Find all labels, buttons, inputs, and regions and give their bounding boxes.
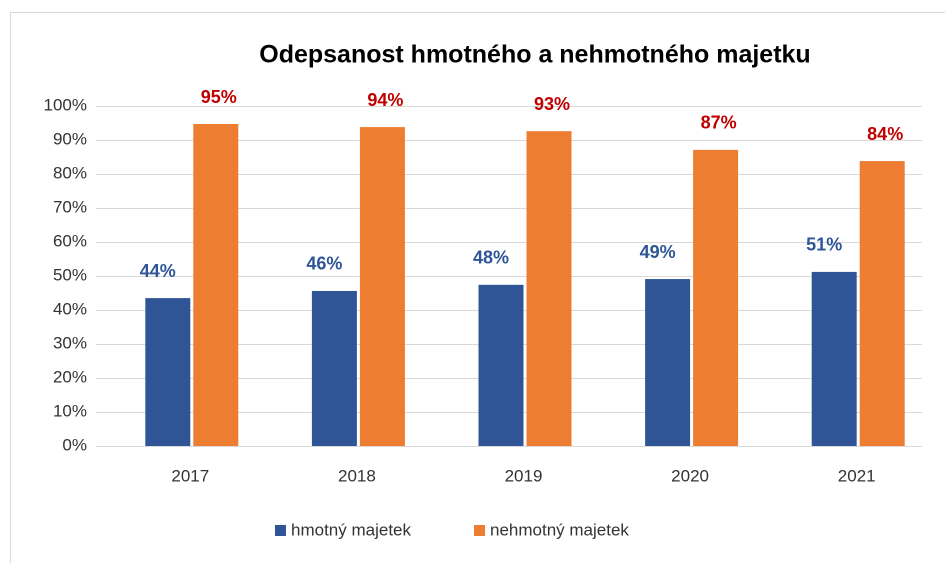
x-tick-label: 2020 bbox=[671, 466, 709, 485]
x-tick-label: 2017 bbox=[171, 466, 209, 485]
legend-swatch bbox=[275, 525, 286, 536]
bar bbox=[193, 124, 239, 447]
legend-label: hmotný majetek bbox=[291, 520, 411, 539]
bar bbox=[145, 298, 191, 446]
bar bbox=[478, 284, 524, 446]
value-label: 49% bbox=[640, 242, 676, 262]
value-label: 94% bbox=[367, 90, 403, 110]
value-label: 87% bbox=[701, 113, 737, 133]
y-tick-label: 60% bbox=[53, 231, 87, 250]
y-tick-label: 50% bbox=[53, 265, 87, 284]
y-tick-label: 70% bbox=[53, 197, 87, 216]
value-label: 48% bbox=[473, 248, 509, 268]
y-tick-label: 100% bbox=[44, 95, 87, 114]
bar bbox=[645, 279, 691, 446]
value-label: 51% bbox=[806, 235, 842, 255]
bar bbox=[311, 290, 357, 446]
bar bbox=[526, 131, 572, 446]
y-tick-label: 30% bbox=[53, 333, 87, 352]
y-tick-label: 10% bbox=[53, 401, 87, 420]
y-tick-label: 40% bbox=[53, 299, 87, 318]
chart-frame bbox=[10, 12, 945, 563]
legend-label: nehmotný majetek bbox=[490, 520, 629, 539]
value-label: 95% bbox=[201, 87, 237, 107]
bar bbox=[859, 161, 905, 446]
legend-swatch bbox=[474, 525, 485, 536]
y-tick-label: 0% bbox=[62, 435, 87, 454]
y-tick-label: 20% bbox=[53, 367, 87, 386]
x-tick-label: 2018 bbox=[338, 466, 376, 485]
value-label: 46% bbox=[306, 254, 342, 274]
x-tick-label: 2021 bbox=[838, 466, 876, 485]
x-tick-label: 2019 bbox=[505, 466, 543, 485]
y-tick-label: 90% bbox=[53, 129, 87, 148]
y-tick-label: 80% bbox=[53, 163, 87, 182]
bar bbox=[359, 127, 405, 446]
value-label: 93% bbox=[534, 94, 570, 114]
bar bbox=[693, 149, 739, 447]
bar bbox=[811, 271, 857, 446]
chart-title: Odepsanost hmotného a nehmotného majetku bbox=[259, 41, 810, 69]
value-label: 44% bbox=[140, 261, 176, 281]
value-label: 84% bbox=[867, 124, 903, 144]
